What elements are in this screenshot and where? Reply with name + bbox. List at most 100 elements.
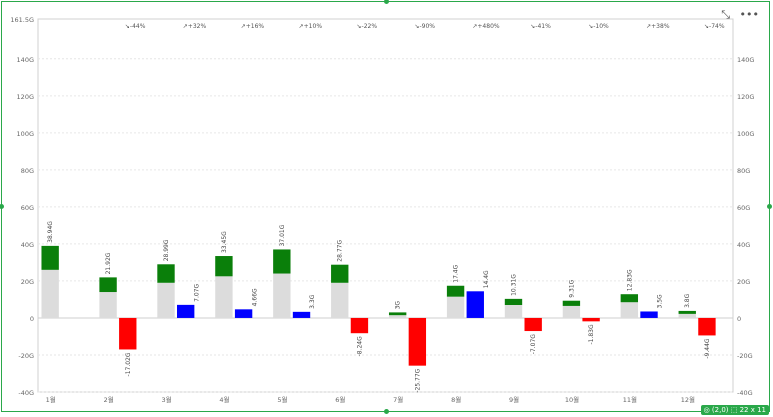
bar-increase bbox=[504, 298, 523, 305]
resize-handle-left[interactable] bbox=[0, 204, 4, 209]
bar-value-label: 3G bbox=[395, 301, 402, 310]
bar-value-label: 12.83G bbox=[626, 269, 633, 291]
resize-handle-bottom[interactable] bbox=[384, 409, 389, 414]
percent-change-label: ↘-41% bbox=[530, 23, 551, 30]
y-tick-label-left: 20G bbox=[21, 278, 34, 286]
bar-value-label: 33.45G bbox=[221, 231, 228, 253]
percent-change-label: ↗+32% bbox=[183, 23, 207, 30]
x-tick-label: 6월 bbox=[335, 395, 345, 404]
bar-base bbox=[99, 292, 117, 318]
selection-badge: ◎ (2,0) ⬚ 22 x 11 bbox=[700, 405, 769, 415]
bar-base bbox=[504, 304, 523, 318]
y-tick-label-right: 60G bbox=[737, 204, 750, 212]
bar-base bbox=[273, 273, 291, 318]
y-tick-label-left: 140G bbox=[17, 56, 34, 64]
percent-change-label: ↘-90% bbox=[414, 23, 435, 30]
bar-increase bbox=[562, 300, 581, 306]
bar-change bbox=[640, 311, 658, 318]
change-value-label: 14.4G bbox=[483, 270, 490, 288]
bar-value-label: 9.31G bbox=[568, 279, 575, 297]
percent-change-label: ↗+480% bbox=[472, 23, 500, 30]
change-value-label: -25.77G bbox=[414, 368, 421, 392]
change-value-label: -7.07G bbox=[530, 334, 537, 355]
x-tick-label: 7월 bbox=[393, 395, 403, 404]
resize-handle-right[interactable] bbox=[767, 204, 772, 209]
x-tick-label: 9월 bbox=[509, 395, 519, 404]
bar-change bbox=[698, 317, 716, 336]
percent-change-label: ↗+10% bbox=[299, 23, 323, 30]
bar-increase bbox=[99, 277, 117, 293]
bar-value-label: 28.77G bbox=[337, 240, 344, 262]
expand-icon[interactable]: ⤡ bbox=[721, 8, 731, 21]
bar-change bbox=[177, 304, 195, 318]
percent-change-label: ↘-44% bbox=[125, 23, 146, 30]
y-tick-label-right: -40G bbox=[737, 389, 753, 397]
bar-increase bbox=[388, 312, 407, 316]
bar-increase bbox=[273, 249, 291, 274]
bar-change bbox=[582, 317, 600, 322]
plot-area bbox=[37, 18, 734, 393]
bar-value-label: 21.92G bbox=[105, 252, 112, 274]
bar-base bbox=[157, 282, 175, 318]
chart-toolbar: ⤡ ••• bbox=[715, 8, 759, 22]
change-value-label: -9.44G bbox=[704, 338, 711, 359]
bar-change bbox=[524, 317, 542, 332]
bar-base bbox=[446, 296, 465, 318]
y-tick-label-right: 100G bbox=[737, 130, 754, 138]
bar-change bbox=[408, 317, 427, 366]
x-tick-label: 3월 bbox=[162, 395, 172, 404]
bar-value-label: 28.99G bbox=[163, 239, 170, 261]
y-tick-label-left: 60G bbox=[21, 204, 34, 212]
percent-change-label: ↗+38% bbox=[646, 23, 670, 30]
x-tick-label: 10월 bbox=[565, 395, 579, 404]
bar-increase bbox=[215, 256, 233, 277]
bar-value-label: 37.01G bbox=[279, 224, 286, 246]
bar-increase bbox=[41, 245, 59, 270]
bar-value-label: 17.4G bbox=[453, 264, 460, 282]
bar-value-label: 38.94G bbox=[47, 221, 54, 243]
y-tick-label-left: 120G bbox=[17, 93, 34, 101]
y-max-label: 161.5G bbox=[10, 16, 34, 24]
x-tick-label: 1월 bbox=[46, 395, 56, 404]
y-tick-label-right: 120G bbox=[737, 93, 754, 101]
y-tick-label-right: 0 bbox=[737, 315, 741, 323]
x-tick-label: 4월 bbox=[219, 395, 229, 404]
bar-base bbox=[331, 282, 349, 318]
bar-increase bbox=[157, 264, 175, 283]
bar-increase bbox=[446, 285, 465, 297]
change-value-label: 4.66G bbox=[251, 288, 258, 306]
x-tick-label: 2월 bbox=[104, 395, 114, 404]
x-tick-label: 5월 bbox=[277, 395, 287, 404]
y-tick-label-right: 80G bbox=[737, 167, 750, 175]
percent-change-label: ↘-22% bbox=[357, 23, 378, 30]
resize-handle-top[interactable] bbox=[384, 0, 389, 4]
change-value-label: -8.24G bbox=[356, 336, 363, 357]
x-tick-label: 11월 bbox=[623, 395, 637, 404]
bar-base bbox=[388, 315, 407, 318]
bar-base bbox=[562, 305, 581, 318]
y-tick-label-left: -20G bbox=[18, 352, 34, 360]
bar-increase bbox=[620, 294, 639, 303]
y-tick-label-right: 20G bbox=[737, 278, 750, 286]
bar-change bbox=[234, 309, 253, 318]
y-tick-label-left: 100G bbox=[17, 130, 34, 138]
change-value-label: -17.02G bbox=[125, 352, 132, 376]
y-tick-label-right: 40G bbox=[737, 241, 750, 249]
bar-base bbox=[620, 302, 639, 318]
change-value-label: -1.83G bbox=[588, 324, 595, 345]
more-options-icon[interactable]: ••• bbox=[739, 8, 759, 21]
y-tick-label-left: 80G bbox=[21, 167, 34, 175]
y-tick-label-left: 40G bbox=[21, 241, 34, 249]
percent-change-label: ↗+16% bbox=[241, 23, 265, 30]
change-value-label: 3.3G bbox=[309, 294, 316, 309]
percent-change-label: ↘-10% bbox=[588, 23, 609, 30]
bar-base bbox=[41, 269, 59, 318]
y-tick-label-left: 0 bbox=[30, 315, 34, 323]
bar-change bbox=[466, 291, 484, 318]
percent-change-label: ↘-74% bbox=[704, 23, 725, 30]
y-tick-label-right: 140G bbox=[737, 56, 754, 64]
bar-value-label: 10.31G bbox=[510, 274, 517, 296]
bar-increase bbox=[678, 310, 696, 314]
y-tick-label-left: -40G bbox=[18, 389, 34, 397]
